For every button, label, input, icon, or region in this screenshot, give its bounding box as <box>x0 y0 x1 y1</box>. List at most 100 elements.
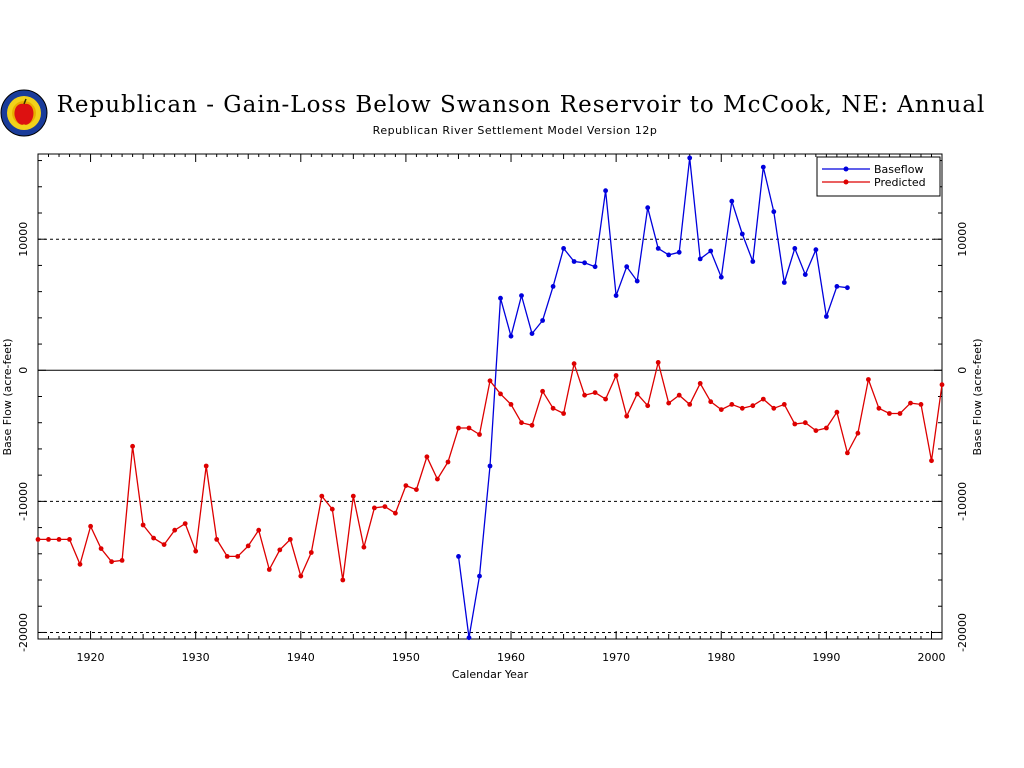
legend-marker-baseflow <box>843 166 849 172</box>
y-tick-label-right: 10000 <box>956 222 969 257</box>
data-point-baseflow <box>571 259 577 264</box>
axis-ticks <box>37 154 943 639</box>
data-point-baseflow <box>813 247 819 253</box>
data-point-predicted <box>298 573 304 579</box>
y-tick-label-left: -10000 <box>17 482 30 521</box>
data-point-predicted <box>308 550 314 555</box>
y-tick-label-right: 0 <box>956 367 969 374</box>
data-point-predicted <box>424 454 430 460</box>
legend-item-predicted: Predicted <box>822 176 926 189</box>
data-point-baseflow <box>613 293 619 298</box>
data-point-predicted <box>750 403 756 409</box>
data-point-predicted <box>908 400 913 406</box>
data-point-predicted <box>203 463 209 469</box>
data-point-predicted <box>435 476 440 482</box>
data-point-predicted <box>319 493 325 499</box>
legend-item-baseflow: Baseflow <box>822 163 923 176</box>
data-point-predicted <box>361 544 367 550</box>
y-tick-label-left: 10000 <box>17 222 30 257</box>
data-point-predicted <box>561 411 566 416</box>
data-point-baseflow <box>802 272 808 277</box>
data-point-predicted <box>824 425 829 431</box>
reference-lines <box>38 238 942 633</box>
legend-label-baseflow: Baseflow <box>874 163 923 176</box>
data-point-predicted <box>245 543 251 549</box>
data-point-predicted <box>329 506 335 512</box>
data-point-predicted <box>739 405 745 411</box>
data-point-predicted <box>109 559 114 565</box>
data-point-baseflow <box>666 252 672 258</box>
y-tick-labels-right: -20000 -10000 0 10000 <box>956 222 969 652</box>
x-tick-label: 2000 <box>917 651 945 664</box>
data-point-predicted <box>760 396 766 402</box>
x-tick-label: 1950 <box>392 651 420 664</box>
x-tick-labels: 1920 1930 1940 1950 1960 1970 1980 1990 2000 <box>77 651 946 664</box>
data-point-predicted <box>792 421 798 427</box>
data-point-predicted <box>918 402 924 407</box>
data-point-predicted <box>550 405 556 411</box>
data-point-baseflow <box>750 259 756 264</box>
legend: Baseflow Predicted <box>816 156 941 197</box>
data-point-predicted <box>140 522 146 528</box>
series-line-baseflow <box>457 157 848 638</box>
data-point-baseflow <box>718 274 724 280</box>
data-point-baseflow <box>634 278 640 284</box>
data-point-predicted <box>487 378 493 384</box>
data-point-predicted <box>414 487 419 492</box>
legend-marker-predicted <box>843 179 849 185</box>
data-point-predicted <box>582 392 587 398</box>
data-point-predicted <box>35 537 41 542</box>
data-point-predicted <box>266 567 272 572</box>
data-point-predicted <box>645 403 651 409</box>
data-point-predicted <box>256 527 262 533</box>
data-point-baseflow <box>781 280 787 285</box>
data-point-predicted <box>813 428 819 433</box>
chart-subtitle: Republican River Settlement Model Versio… <box>373 124 658 137</box>
data-point-predicted <box>529 422 535 428</box>
x-tick-label: 1960 <box>497 651 525 664</box>
data-point-predicted <box>897 411 903 416</box>
y-tick-label-right: -20000 <box>956 613 969 652</box>
data-point-predicted <box>802 420 808 426</box>
data-point-baseflow <box>603 188 608 194</box>
data-point-predicted <box>88 523 93 529</box>
data-point-predicted <box>687 402 693 407</box>
data-point-baseflow <box>624 264 630 270</box>
logo-icon <box>0 89 48 137</box>
data-point-baseflow <box>466 635 472 641</box>
y-tick-label-left: 0 <box>17 367 30 374</box>
data-point-predicted <box>781 402 787 407</box>
data-point-baseflow <box>655 246 661 251</box>
data-point-baseflow <box>792 246 798 251</box>
data-point-baseflow <box>456 554 461 559</box>
data-point-baseflow <box>582 260 587 266</box>
y-tick-label-right: -10000 <box>956 482 969 521</box>
data-point-baseflow <box>739 231 745 237</box>
data-point-baseflow <box>498 295 503 301</box>
data-point-predicted <box>540 388 545 394</box>
data-point-baseflow <box>519 293 524 298</box>
data-point-predicted <box>845 450 850 456</box>
data-point-baseflow <box>487 463 493 469</box>
data-point-predicted <box>519 420 524 426</box>
data-point-predicted <box>119 558 125 563</box>
data-point-baseflow <box>687 155 693 161</box>
y-axis-label-left: Base Flow (acre-feet) <box>1 339 14 456</box>
data-point-predicted <box>571 361 577 367</box>
data-point-predicted <box>929 458 934 464</box>
data-point-predicted <box>77 561 83 567</box>
data-point-baseflow <box>824 314 829 319</box>
y-axis-label-right: Base Flow (acre-feet) <box>971 339 984 456</box>
data-point-predicted <box>634 391 640 397</box>
data-point-predicted <box>708 399 714 405</box>
data-point-predicted <box>445 459 451 465</box>
y-tick-labels-left: -20000 -10000 0 10000 <box>17 222 30 652</box>
data-point-baseflow <box>477 573 482 579</box>
data-point-predicted <box>655 360 661 365</box>
chart-title: Republican - Gain-Loss Below Swanson Res… <box>57 92 986 118</box>
data-point-predicted <box>676 392 682 398</box>
data-point-predicted <box>182 521 188 526</box>
series-baseflow <box>456 155 850 641</box>
data-point-predicted <box>498 391 503 397</box>
